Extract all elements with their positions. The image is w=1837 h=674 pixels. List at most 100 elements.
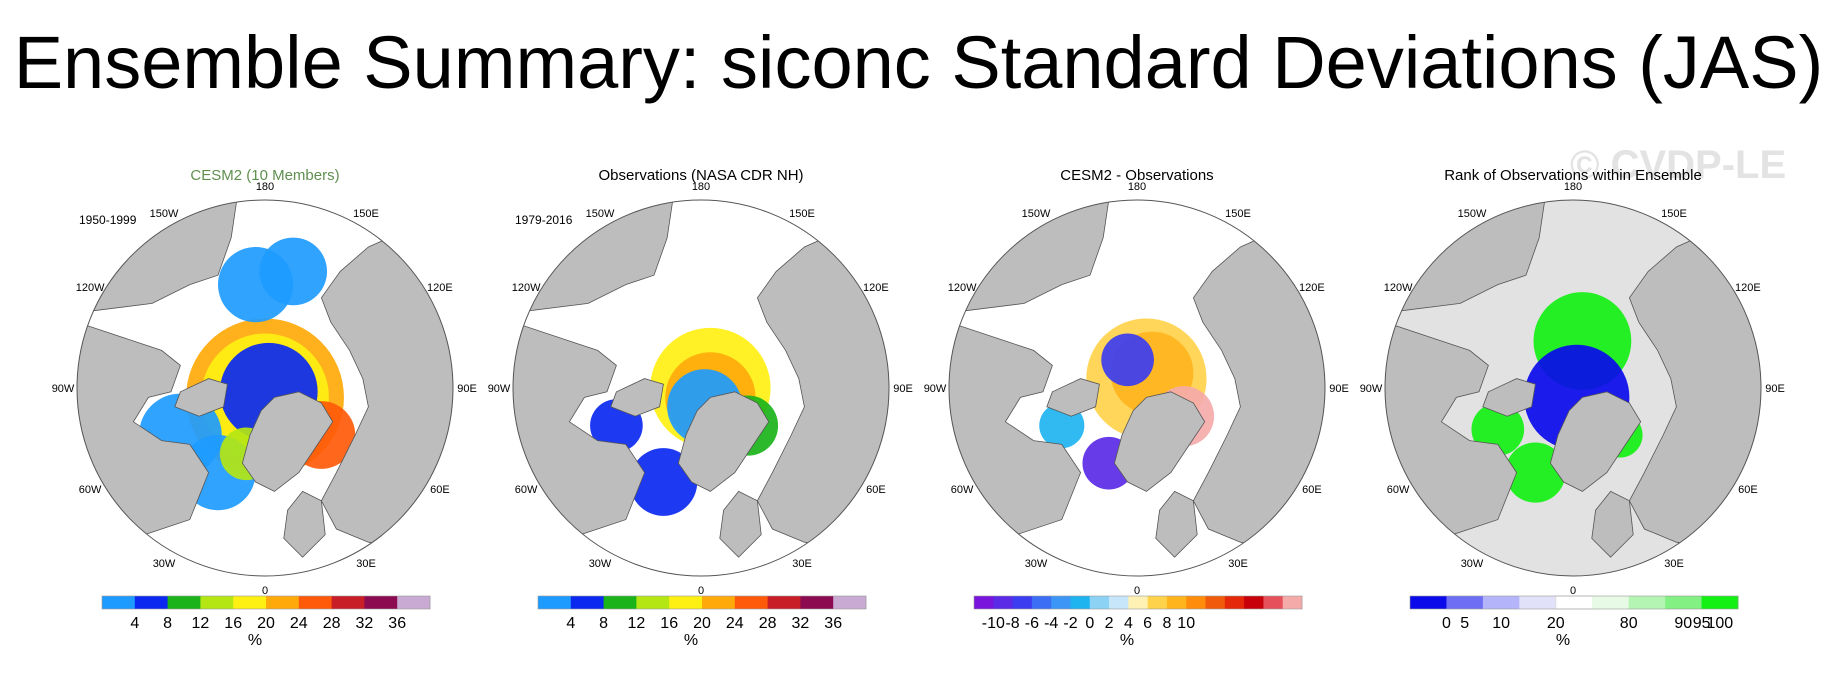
colorbar-tick-label: 95 — [1693, 615, 1711, 632]
colorbar-swatch — [1224, 596, 1245, 609]
colorbar-swatch — [1109, 596, 1129, 609]
period-label: 1979-2016 — [515, 213, 573, 227]
colorbar-tick-label: 36 — [388, 615, 406, 632]
colorbar-swatch — [134, 596, 169, 609]
colorbar-swatch — [570, 596, 605, 609]
lon-label: 90W — [1360, 383, 1383, 395]
colorbar-swatch — [833, 596, 867, 609]
lon-label: 90W — [52, 383, 75, 395]
colorbar-tick-label: 8 — [163, 615, 172, 632]
colorbar-swatch — [974, 596, 994, 609]
colorbar-tick-label: 2 — [1105, 615, 1114, 632]
colorbar-tick-label: 16 — [224, 615, 242, 632]
lon-label: 30E — [1228, 558, 1248, 570]
colorbar-swatch — [767, 596, 801, 609]
land-islands — [1482, 378, 1536, 417]
watermark: © CVDP-LE — [1570, 143, 1787, 187]
colorbar-unit: % — [1120, 632, 1134, 649]
lon-label: 150E — [1225, 208, 1251, 220]
colorbar-tick-label: 4 — [566, 615, 575, 632]
colorbar-tick-label: -10 — [982, 615, 1005, 632]
lon-label: 120E — [863, 282, 889, 294]
colorbar-tick-label: 12 — [192, 615, 210, 632]
land-scand — [1591, 490, 1634, 558]
colorbar-tick-label: 90 — [1674, 615, 1692, 632]
colorbar-tick-label: 100 — [1706, 615, 1733, 632]
lon-label: 180 — [1564, 181, 1582, 193]
land-eurasia — [1628, 208, 1761, 558]
colorbar-swatch — [1070, 596, 1091, 609]
colorbar-swatch — [200, 596, 234, 609]
colorbar-swatch — [1031, 596, 1052, 609]
colorbar-frame — [973, 595, 1303, 610]
colorbar-tick-label: 10 — [1177, 615, 1195, 632]
data-field — [1471, 292, 1643, 503]
colorbar-tick-label: 80 — [1620, 615, 1638, 632]
colorbar-swatch — [800, 596, 834, 609]
colorbar-frame — [101, 595, 431, 610]
colorbar-swatch — [1446, 596, 1484, 609]
lon-label: 30W — [1025, 558, 1048, 570]
colorbar-swatch — [1089, 596, 1110, 609]
land-eurasia — [320, 208, 453, 558]
colorbar-swatch — [364, 596, 398, 609]
colorbar-tick-label: 12 — [628, 615, 646, 632]
lon-label: 60W — [515, 484, 538, 496]
colorbar-swatch — [538, 596, 572, 609]
lon-label: 60W — [1387, 484, 1410, 496]
colorbar-tick-label: 32 — [792, 615, 810, 632]
lon-label: 120W — [1384, 282, 1413, 294]
colorbar-swatch — [669, 596, 703, 609]
colorbar-swatch — [1482, 596, 1520, 609]
land-islands — [174, 378, 228, 417]
lon-label: 0 — [262, 585, 268, 597]
colorbar-swatch — [1410, 596, 1447, 609]
colorbar-swatch — [1701, 596, 1739, 609]
panel-1: 180 150E 120E 90E 60E 30E 0 30W 60W 90W 120W 150W CE… — [52, 167, 477, 649]
lon-label: 30E — [792, 558, 812, 570]
colorbar-swatch — [636, 596, 670, 609]
colorbar: 4 8 12 16 20 24 28 32 36% — [537, 595, 867, 649]
colorbar-swatch — [397, 596, 431, 609]
panel-2: 180 150E 120E 90E 60E 30E 0 30W 60W 90W 120W 150W Ob… — [488, 167, 913, 649]
lon-label: 120E — [427, 282, 453, 294]
colorbar-tick-label: 5 — [1460, 615, 1469, 632]
lon-label: 120W — [512, 282, 541, 294]
colorbar-swatch — [734, 596, 769, 609]
map-border — [76, 199, 454, 577]
lon-label: 30E — [356, 558, 376, 570]
lon-label: 120E — [1735, 282, 1761, 294]
data-cell — [259, 237, 328, 306]
lon-label: 30E — [1664, 558, 1684, 570]
data-cell — [1101, 333, 1154, 387]
map-border — [1384, 199, 1762, 577]
colorbar-tick-label: 6 — [1143, 615, 1152, 632]
lon-label: 150E — [789, 208, 815, 220]
panel-title: CESM2 - Observations — [1060, 167, 1213, 184]
colorbar-swatch — [1628, 596, 1666, 609]
lon-label: 30W — [1461, 558, 1484, 570]
lon-label: 90E — [1329, 383, 1349, 395]
lon-label: 180 — [256, 181, 274, 193]
lon-label: 30W — [589, 558, 612, 570]
colorbar-tick-label: 16 — [660, 615, 678, 632]
panel-title: Observations (NASA CDR NH) — [598, 167, 803, 184]
colorbar-unit: % — [1556, 632, 1570, 649]
colorbar-tick-label: 4 — [130, 615, 139, 632]
land — [77, 200, 453, 558]
lon-label: 150W — [586, 208, 615, 220]
lon-label: 60E — [430, 484, 450, 496]
lon-label: 30W — [153, 558, 176, 570]
colorbar-swatch — [1592, 596, 1630, 609]
colorbar-swatch — [1051, 596, 1071, 609]
land-eurasia — [756, 208, 889, 558]
colorbar-swatch — [1012, 596, 1033, 609]
colorbar-swatch — [1282, 596, 1303, 609]
colorbar-swatch — [331, 596, 365, 609]
lon-label: 120W — [948, 282, 977, 294]
colorbar-tick-label: 24 — [726, 615, 744, 632]
map-border — [512, 199, 890, 577]
colorbar-tick-label: 10 — [1492, 615, 1510, 632]
